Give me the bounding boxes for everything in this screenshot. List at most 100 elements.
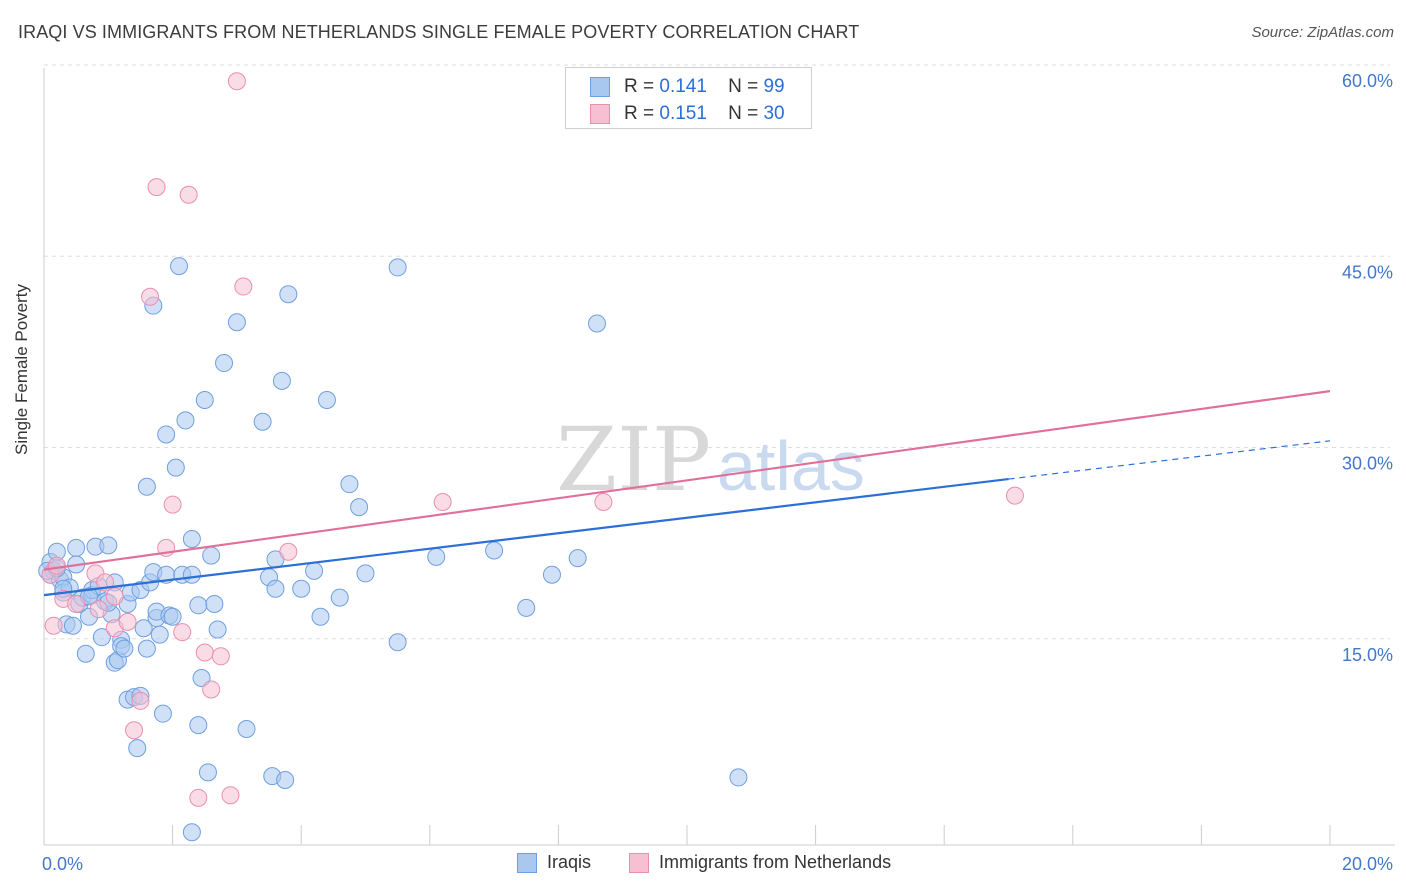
data-point (182, 823, 201, 842)
data-point (356, 564, 375, 583)
x-tick-labels: 0.0% 20.0% (42, 854, 1393, 874)
data-point (189, 716, 208, 735)
trend-line-iraqis-extension (1008, 440, 1331, 480)
series-netherlands-points (41, 72, 1024, 807)
data-point (292, 579, 311, 598)
y-axis-label: Single Female Poverty (12, 283, 31, 455)
data-point (542, 565, 561, 584)
data-point (594, 493, 613, 512)
data-point (179, 185, 198, 204)
y-tick-label: 60.0% (1342, 71, 1393, 91)
data-point (388, 258, 407, 277)
data-point (317, 391, 336, 410)
data-point (388, 633, 407, 652)
data-point (1005, 486, 1024, 505)
data-point (141, 287, 160, 306)
data-point (350, 498, 369, 517)
data-point (202, 546, 221, 565)
data-point (276, 770, 295, 789)
data-point (305, 561, 324, 580)
data-point (234, 277, 253, 296)
data-point (253, 412, 272, 431)
data-point (118, 612, 137, 631)
data-point (125, 721, 144, 740)
series-iraqis-points (38, 257, 748, 842)
data-point (150, 625, 169, 644)
data-point (166, 458, 185, 477)
watermark-zip: ZIP (556, 408, 711, 511)
data-point (279, 542, 298, 561)
legend-n-value: 99 (763, 76, 785, 97)
legend-swatch-blue (590, 77, 610, 97)
data-point (176, 411, 195, 430)
data-point (99, 536, 118, 555)
data-point (182, 565, 201, 584)
data-point (205, 595, 224, 614)
data-point (195, 643, 214, 662)
data-point (202, 680, 221, 699)
chart-title: IRAQI VS IMMIGRANTS FROM NETHERLANDS SIN… (18, 22, 860, 42)
x-tick-label-min: 0.0% (42, 854, 83, 874)
data-point (485, 541, 504, 560)
data-point (47, 556, 66, 575)
legend-n-value: 30 (763, 103, 785, 124)
data-point (568, 549, 587, 568)
legend-r-label: R = (624, 76, 655, 97)
trend-line-iraqis (43, 477, 1009, 597)
data-point (192, 668, 211, 687)
y-tick-label: 45.0% (1342, 262, 1393, 282)
data-point (189, 788, 208, 807)
data-point (189, 596, 208, 615)
data-point (128, 739, 147, 758)
data-point (266, 579, 285, 598)
legend-r-value: 0.141 (659, 76, 707, 97)
data-point (208, 620, 227, 639)
legend-label-iraqis: Iraqis (547, 852, 592, 872)
x-tick-label-max: 20.0% (1342, 854, 1393, 874)
data-point (137, 477, 156, 496)
axes (43, 68, 1395, 846)
y-tick-label: 30.0% (1342, 454, 1393, 474)
legend-n-label: N = (728, 103, 759, 124)
data-point (198, 763, 217, 782)
source-label: Source: ZipAtlas.com (1251, 24, 1394, 41)
data-point (311, 607, 330, 626)
correlation-legend: R = 0.141 N = 99 R = 0.151 N = 30 (565, 67, 812, 129)
data-point (170, 257, 189, 276)
y-tick-labels: 15.0% 30.0% 45.0% 60.0% (1342, 71, 1393, 665)
data-point (67, 538, 86, 557)
data-point (221, 786, 240, 805)
y-tick-label: 15.0% (1342, 645, 1393, 665)
legend-swatch-pink (590, 104, 610, 124)
data-point (163, 495, 182, 514)
data-point (272, 371, 291, 390)
data-point (340, 475, 359, 494)
data-point (115, 639, 134, 658)
data-point (157, 425, 176, 444)
trend-lines (43, 390, 1331, 597)
data-point (153, 704, 172, 723)
data-point (227, 72, 246, 91)
data-point (131, 691, 150, 710)
data-point (227, 313, 246, 332)
data-point (587, 314, 606, 333)
data-point (211, 647, 230, 666)
series-legend: Iraqis Immigrants from Netherlands (0, 852, 1406, 878)
legend-n-label: N = (728, 76, 759, 97)
data-point (76, 644, 95, 663)
data-point (163, 607, 182, 626)
data-point (237, 719, 256, 738)
legend-r-value: 0.151 (659, 103, 707, 124)
data-point (89, 600, 108, 619)
data-point (729, 768, 748, 787)
trend-line-netherlands (43, 390, 1331, 571)
legend-r-label: R = (624, 103, 655, 124)
data-point (63, 616, 82, 635)
data-point (134, 619, 153, 638)
legend-swatch-iraqis (517, 853, 537, 873)
data-point (105, 587, 124, 606)
data-point (173, 623, 192, 642)
data-point (92, 628, 111, 647)
data-point (195, 391, 214, 410)
data-point (433, 493, 452, 512)
